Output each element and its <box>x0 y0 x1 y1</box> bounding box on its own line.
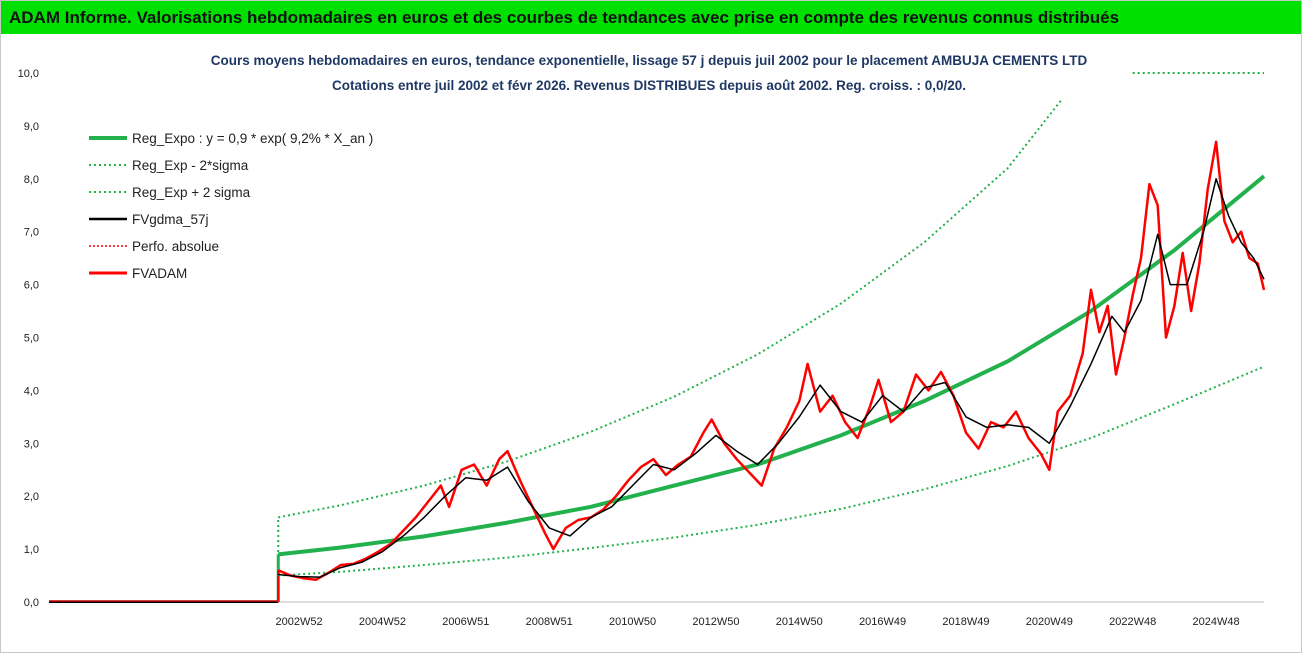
x-tick-label: 2016W49 <box>859 616 906 628</box>
y-tick-label: 10,0 <box>18 68 39 80</box>
x-tick-label: 2014W50 <box>776 616 823 628</box>
chart-title-line2: Cotations entre juil 2002 et févr 2026. … <box>332 78 966 93</box>
chart-title-line1: Cours moyens hebdomadaires en euros, ten… <box>211 53 1088 68</box>
series-lines <box>49 72 1266 603</box>
legend-label-fvadam: FVADAM <box>132 266 187 281</box>
legend-label-reg_expo: Reg_Expo : y = 0,9 * exp( 9,2% * X_an ) <box>132 131 373 146</box>
banner-title: ADAM Informe. Valorisations hebdomadaire… <box>1 1 1301 34</box>
y-tick-label: 2,0 <box>24 491 39 503</box>
legend-label-perfo: Perfo. absolue <box>132 239 219 254</box>
x-tick-label: 2022W48 <box>1109 616 1156 628</box>
y-tick-label: 6,0 <box>24 280 39 292</box>
series-reg-exp-minus-2sigma <box>278 365 1265 577</box>
y-tick-label: 5,0 <box>24 333 39 345</box>
x-tick-label: 2012W50 <box>692 616 739 628</box>
legend-label-fvgdma: FVgdma_57j <box>132 212 209 227</box>
legend-label-plus: Reg_Exp + 2 sigma <box>132 185 251 200</box>
x-tick-label: 2018W49 <box>942 616 989 628</box>
x-tick-label: 2002W52 <box>276 616 323 628</box>
x-tick-label: 2020W49 <box>1026 616 1073 628</box>
x-tick-label: 2024W48 <box>1193 616 1240 628</box>
x-tick-label: 2004W52 <box>359 616 406 628</box>
series-reg-exp-plus-2sigma <box>278 98 1063 519</box>
x-tick-label: 2008W51 <box>526 616 573 628</box>
series-fvadam <box>277 140 1266 582</box>
x-tick-label: 2006W51 <box>442 616 489 628</box>
y-tick-label: 7,0 <box>24 227 39 239</box>
x-tick-label: 2010W50 <box>609 616 656 628</box>
y-tick-label: 8,0 <box>24 174 39 186</box>
y-tick-label: 1,0 <box>24 544 39 556</box>
legend: Reg_Expo : y = 0,9 * exp( 9,2% * X_an ) R… <box>89 131 373 281</box>
legend-label-minus: Reg_Exp - 2*sigma <box>132 158 249 173</box>
axes: 0,0 1,0 2,0 3,0 4,0 5,0 6,0 7,0 8,0 9,0 10,0 2002W5… <box>18 68 1264 628</box>
y-tick-label: 0,0 <box>24 597 39 609</box>
y-tick-label: 4,0 <box>24 385 39 397</box>
series-fvgdma-57j <box>278 178 1265 578</box>
y-tick-label: 9,0 <box>24 121 39 133</box>
y-tick-label: 3,0 <box>24 438 39 450</box>
